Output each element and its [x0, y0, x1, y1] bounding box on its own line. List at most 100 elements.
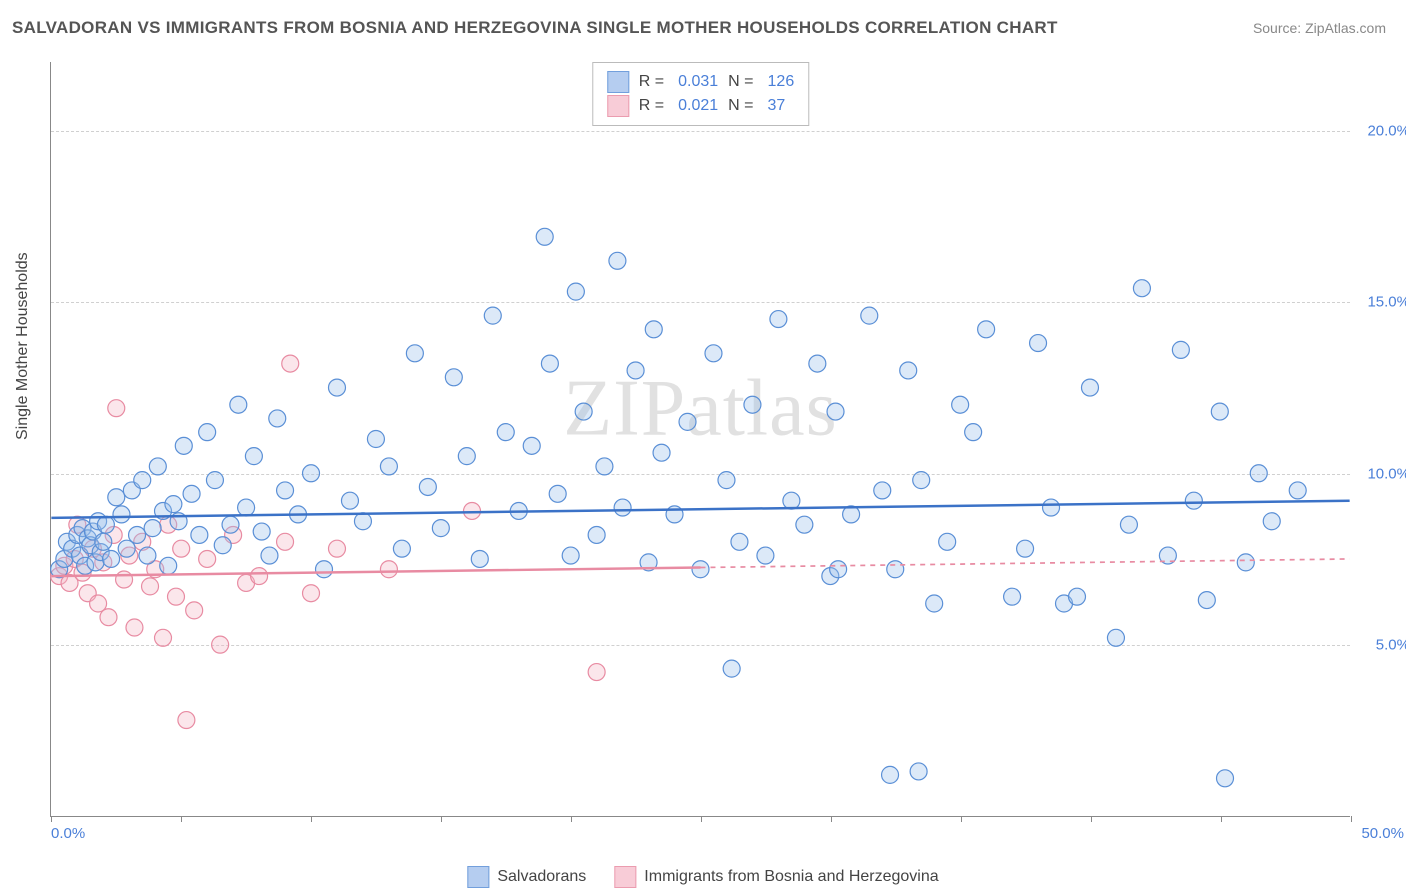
- y-tick-label: 15.0%: [1355, 294, 1406, 311]
- scatter-point: [144, 520, 161, 537]
- scatter-point: [1211, 403, 1228, 420]
- scatter-point: [679, 413, 696, 430]
- legend-item-salvadorans: Salvadorans: [467, 866, 586, 888]
- scatter-point: [1289, 482, 1306, 499]
- scatter-point: [445, 369, 462, 386]
- scatter-point: [212, 636, 229, 653]
- legend-r-value-2: 0.021: [678, 97, 718, 115]
- scatter-point: [191, 526, 208, 543]
- scatter-point: [783, 492, 800, 509]
- scatter-point: [757, 547, 774, 564]
- legend-n-value-2: 37: [768, 97, 786, 115]
- legend-n-value-1: 126: [768, 73, 795, 91]
- scatter-point: [830, 561, 847, 578]
- scatter-point: [103, 550, 120, 567]
- scatter-point: [523, 437, 540, 454]
- scatter-point: [316, 561, 333, 578]
- scatter-point: [1185, 492, 1202, 509]
- scatter-point: [175, 437, 192, 454]
- scatter-point: [718, 472, 735, 489]
- series-legend: Salvadorans Immigrants from Bosnia and H…: [467, 866, 938, 888]
- scatter-point: [341, 492, 358, 509]
- scatter-point: [861, 307, 878, 324]
- source-label: Source: ZipAtlas.com: [1253, 20, 1386, 36]
- x-tick: [831, 816, 832, 822]
- scatter-point: [367, 431, 384, 448]
- x-tick: [311, 816, 312, 822]
- scatter-point: [614, 499, 631, 516]
- scatter-point: [809, 355, 826, 372]
- scatter-point: [1081, 379, 1098, 396]
- legend-n-label2: N =: [728, 97, 753, 115]
- scatter-point: [1133, 280, 1150, 297]
- scatter-point: [238, 499, 255, 516]
- legend-r-label2: R =: [639, 97, 664, 115]
- scatter-point: [588, 664, 605, 681]
- scatter-point: [160, 557, 177, 574]
- scatter-point: [149, 458, 166, 475]
- scatter-point: [965, 424, 982, 441]
- x-tick: [441, 816, 442, 822]
- x-tick: [701, 816, 702, 822]
- x-tick: [961, 816, 962, 822]
- scatter-point: [155, 629, 172, 646]
- scatter-point: [910, 763, 927, 780]
- scatter-point: [484, 307, 501, 324]
- scatter-point: [1004, 588, 1021, 605]
- plot-area: ZIPatlas R = 0.031 N = 126 R = 0.021 N =…: [50, 62, 1350, 817]
- scatter-point: [588, 526, 605, 543]
- scatter-point: [692, 561, 709, 578]
- legend-n-label: N =: [728, 73, 753, 91]
- scatter-point: [1069, 588, 1086, 605]
- y-tick-label: 20.0%: [1355, 122, 1406, 139]
- scatter-point: [134, 472, 151, 489]
- scatter-point: [100, 609, 117, 626]
- scatter-point: [139, 547, 156, 564]
- scatter-point: [251, 568, 268, 585]
- scatter-point: [303, 585, 320, 602]
- scatter-point: [261, 547, 278, 564]
- scatter-point: [497, 424, 514, 441]
- scatter-point: [1217, 770, 1234, 787]
- scatter-point: [183, 485, 200, 502]
- scatter-point: [770, 311, 787, 328]
- legend-r-value-1: 0.031: [678, 73, 718, 91]
- scatter-point: [705, 345, 722, 362]
- scatter-point: [199, 550, 216, 567]
- scatter-point: [168, 588, 185, 605]
- scatter-point: [173, 540, 190, 557]
- legend-label-bosnia: Immigrants from Bosnia and Herzegovina: [644, 868, 938, 886]
- scatter-point: [113, 506, 130, 523]
- scatter-point: [1237, 554, 1254, 571]
- scatter-point: [874, 482, 891, 499]
- scatter-point: [97, 516, 114, 533]
- scatter-point: [277, 482, 294, 499]
- y-tick-label: 5.0%: [1355, 637, 1406, 654]
- scatter-point: [328, 540, 345, 557]
- scatter-point: [126, 619, 143, 636]
- x-tick: [1091, 816, 1092, 822]
- y-axis-label: Single Mother Households: [14, 252, 32, 440]
- scatter-point: [1120, 516, 1137, 533]
- scatter-point: [95, 533, 112, 550]
- scatter-point: [653, 444, 670, 461]
- scatter-point: [471, 550, 488, 567]
- legend-r-label: R =: [639, 73, 664, 91]
- legend-row-bosnia: R = 0.021 N = 37: [607, 95, 794, 117]
- scatter-point: [303, 465, 320, 482]
- scatter-point: [108, 489, 125, 506]
- scatter-point: [406, 345, 423, 362]
- scatter-point: [939, 533, 956, 550]
- scatter-point: [277, 533, 294, 550]
- scatter-point: [1043, 499, 1060, 516]
- scatter-point: [913, 472, 930, 489]
- y-tick-label: 10.0%: [1355, 465, 1406, 482]
- scatter-point: [393, 540, 410, 557]
- scatter-point: [206, 472, 223, 489]
- scatter-point: [1172, 341, 1189, 358]
- scatter-point: [549, 485, 566, 502]
- scatter-point: [432, 520, 449, 537]
- scatter-point: [744, 396, 761, 413]
- x-tick-label: 50.0%: [1361, 825, 1404, 842]
- x-tick: [571, 816, 572, 822]
